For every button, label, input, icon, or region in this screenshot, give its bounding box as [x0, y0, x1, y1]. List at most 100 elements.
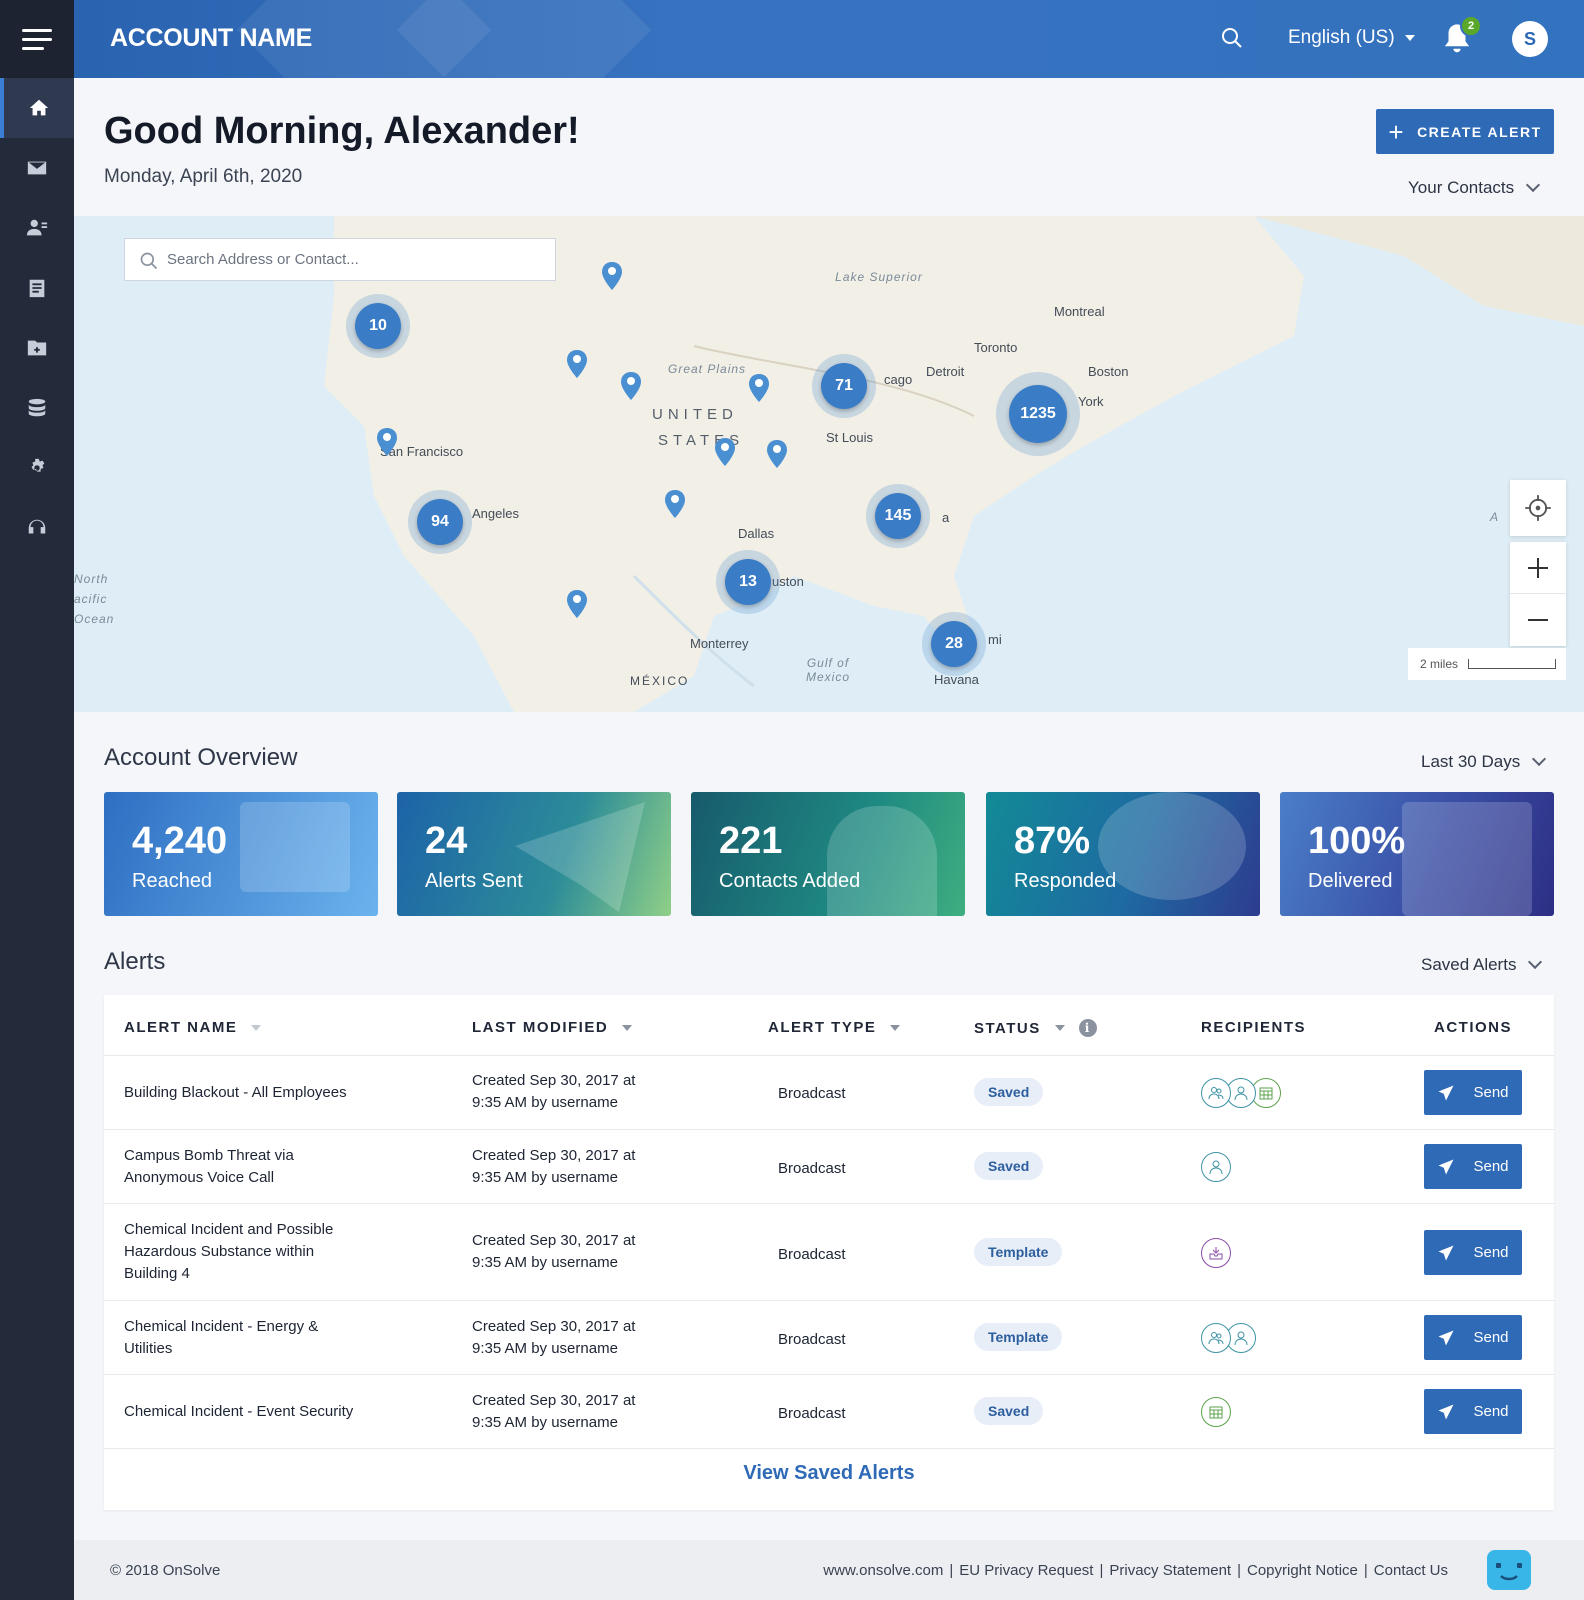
alerts-filter-dropdown[interactable]: Saved Alerts	[1421, 954, 1543, 975]
contacts-dropdown[interactable]: Your Contacts	[1408, 177, 1541, 198]
info-icon[interactable]: i	[1078, 1019, 1097, 1037]
sidebar-item-reports[interactable]	[0, 258, 74, 318]
contact-pin-icon[interactable]	[620, 372, 642, 400]
overview-range-dropdown[interactable]: Last 30 Days	[1421, 751, 1547, 772]
map-cluster-count: 71	[821, 363, 867, 409]
send-button[interactable]: Send	[1424, 1389, 1522, 1434]
alert-name[interactable]: Campus Bomb Threat via Anonymous Voice C…	[124, 1147, 294, 1186]
avatar[interactable]: S	[1512, 21, 1548, 57]
footer-link-website[interactable]: www.onsolve.com	[823, 1562, 944, 1579]
contact-pin-icon[interactable]	[566, 350, 588, 378]
map-cluster[interactable]: 1235	[996, 372, 1080, 456]
contact-pin-icon[interactable]	[766, 440, 788, 468]
contacts-map[interactable]: Search Address or Contact... Lake Superi…	[74, 216, 1584, 712]
alert-name[interactable]: Building Blackout - All Employees	[124, 1084, 347, 1101]
sidebar-item-messages[interactable]	[0, 138, 74, 198]
table-row[interactable]: Chemical Incident - Energy & Utilities C…	[104, 1300, 1554, 1374]
search-icon[interactable]	[1220, 26, 1244, 50]
stat-card-alerts-sent[interactable]: 24 Alerts Sent	[397, 792, 671, 916]
table-row[interactable]: Chemical Incident and Possible Hazardous…	[104, 1203, 1554, 1300]
map-label-north: North	[74, 572, 109, 586]
stat-label: Alerts Sent	[425, 870, 523, 892]
monitor-check-icon	[240, 802, 350, 892]
stat-card-reached[interactable]: 4,240 Reached	[104, 792, 378, 916]
contact-pin-icon[interactable]	[664, 490, 686, 518]
stat-card-responded[interactable]: 87% Responded	[986, 792, 1260, 916]
create-alert-button[interactable]: + CREATE ALERT	[1376, 109, 1554, 154]
chat-bubble-icon	[1098, 792, 1246, 900]
footer-link-contact[interactable]: Contact Us	[1373, 1562, 1448, 1579]
contact-pin-icon[interactable]	[566, 590, 588, 618]
locate-button[interactable]	[1510, 480, 1566, 536]
contact-pin-icon[interactable]	[376, 428, 398, 456]
sort-icon	[622, 1024, 633, 1031]
footer-link-copyright[interactable]: Copyright Notice	[1247, 1562, 1358, 1579]
map-cluster[interactable]: 13	[716, 550, 780, 614]
map-cluster[interactable]: 94	[408, 490, 472, 554]
view-saved-alerts-link[interactable]: View Saved Alerts	[743, 1462, 915, 1484]
zoom-out-button[interactable]	[1510, 594, 1566, 646]
language-label: English (US)	[1288, 27, 1395, 48]
send-button[interactable]: Send	[1424, 1070, 1522, 1115]
footer-divider: |	[949, 1562, 954, 1579]
map-cluster[interactable]: 10	[346, 294, 410, 358]
footer-link-eu-privacy[interactable]: EU Privacy Request	[959, 1562, 1094, 1579]
send-button[interactable]: Send	[1424, 1144, 1522, 1189]
sidebar-item-settings[interactable]	[0, 438, 74, 498]
stat-card-delivered[interactable]: 100% Delivered	[1280, 792, 1554, 916]
contact-pin-icon[interactable]	[601, 262, 623, 290]
table-row[interactable]: Chemical Incident - Event Security Creat…	[104, 1374, 1554, 1448]
map-label-atlantic: A	[1490, 510, 1500, 524]
create-alert-label: CREATE ALERT	[1417, 123, 1542, 140]
column-header-last-modified[interactable]: LAST MODIFIED	[472, 1019, 633, 1036]
zoom-in-button[interactable]	[1510, 542, 1566, 594]
sidebar-item-contacts[interactable]	[0, 198, 74, 258]
person-recipient-icon[interactable]	[1226, 1323, 1256, 1353]
map-label-toronto: Toronto	[974, 340, 1018, 355]
send-button[interactable]: Send	[1424, 1230, 1522, 1275]
sidebar-item-home[interactable]	[0, 78, 74, 138]
alert-name[interactable]: Chemical Incident - Energy & Utilities	[124, 1318, 319, 1357]
contact-pin-icon[interactable]	[714, 438, 736, 466]
stat-value: 4,240	[132, 820, 228, 862]
sidebar-item-support[interactable]	[0, 498, 74, 558]
column-header-alert-type[interactable]: ALERT TYPE	[768, 1019, 901, 1036]
menu-button[interactable]	[0, 0, 74, 78]
contact-pin-icon[interactable]	[748, 374, 770, 402]
table-row[interactable]: Campus Bomb Threat via Anonymous Voice C…	[104, 1129, 1554, 1203]
column-header-label: ACTIONS	[1434, 1019, 1512, 1036]
group-recipient-icon[interactable]	[1201, 1078, 1231, 1108]
alert-name[interactable]: Chemical Incident and Possible Hazardous…	[124, 1221, 334, 1282]
footer-divider: |	[1099, 1562, 1104, 1579]
gear-icon	[31, 458, 45, 472]
chat-bot-button[interactable]	[1487, 1550, 1531, 1590]
map-cluster-count: 94	[417, 499, 463, 545]
calendar-recipient-icon[interactable]	[1201, 1397, 1231, 1427]
inbox-recipient-icon[interactable]	[1201, 1238, 1231, 1268]
send-button[interactable]: Send	[1424, 1315, 1522, 1360]
sidebar-item-folders[interactable]	[0, 318, 74, 378]
footer-divider: |	[1237, 1562, 1241, 1579]
column-header-alert-name[interactable]: ALERT NAME	[124, 1019, 262, 1036]
calendar-recipient-icon[interactable]	[1251, 1078, 1281, 1108]
map-label-san-francisco: San Francisco	[380, 444, 464, 459]
group-recipient-icon[interactable]	[1201, 1323, 1231, 1353]
map-cluster[interactable]: 71	[812, 354, 876, 418]
map-cluster[interactable]: 28	[922, 612, 986, 676]
column-header-status[interactable]: STATUS i	[974, 1019, 1097, 1037]
map-cluster-count: 145	[875, 493, 921, 539]
modified-line: Created Sep 30, 2017 at	[472, 1147, 636, 1164]
map-cluster[interactable]: 145	[866, 484, 930, 548]
person-recipient-icon[interactable]	[1201, 1152, 1231, 1182]
paper-plane-icon	[1438, 1085, 1454, 1100]
language-selector[interactable]: English (US)	[1288, 27, 1415, 49]
inbox-icon	[1402, 802, 1532, 916]
sidebar-item-data[interactable]	[0, 378, 74, 438]
column-header-recipients: RECIPIENTS	[1201, 1019, 1306, 1036]
map-search-input[interactable]: Search Address or Contact...	[124, 238, 556, 281]
table-row[interactable]: Building Blackout - All Employees Create…	[104, 1055, 1554, 1129]
column-header-actions: ACTIONS	[1434, 1019, 1512, 1036]
footer-link-privacy[interactable]: Privacy Statement	[1109, 1562, 1232, 1579]
stat-card-contacts-added[interactable]: 221 Contacts Added	[691, 792, 965, 916]
alert-name[interactable]: Chemical Incident - Event Security	[124, 1403, 354, 1420]
